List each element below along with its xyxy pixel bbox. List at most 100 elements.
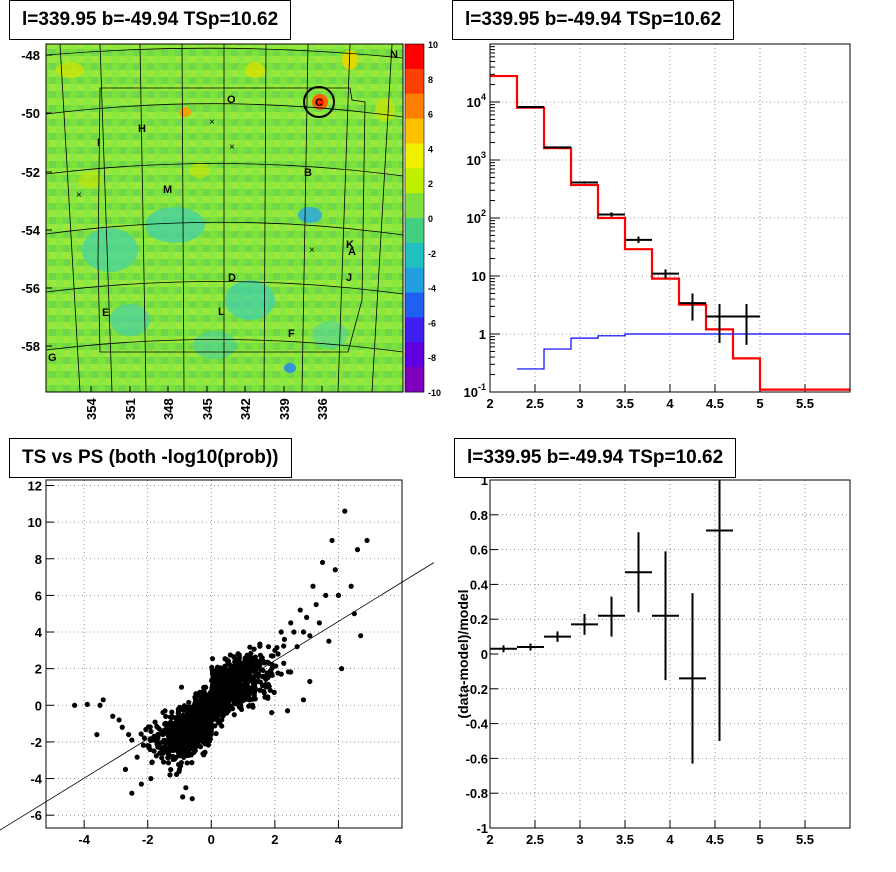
skymap-y-tick-label: -54 <box>21 223 41 238</box>
scatter-point <box>307 678 313 685</box>
colorbar-segment <box>405 143 424 169</box>
spectrum-x-tick-label: 2.5 <box>526 396 544 411</box>
region-label-g: G <box>48 352 57 364</box>
spectrum-x-tick-label: 3 <box>576 396 583 411</box>
scatter-y-tick-label: -2 <box>30 735 42 750</box>
scatter-point <box>149 759 155 766</box>
scatter-point <box>148 737 154 744</box>
spectrum-frame <box>489 43 851 393</box>
tick-exponent: -1 <box>478 382 486 392</box>
scatter-point <box>225 700 231 706</box>
scatter-point <box>281 660 287 666</box>
scatter-point <box>145 742 151 749</box>
scatter-point <box>181 738 187 744</box>
scatter-point <box>232 659 238 665</box>
data-point <box>544 146 571 149</box>
skymap-y-tick-label: -56 <box>21 281 40 296</box>
scatter-point <box>256 678 262 685</box>
scatter-y-tick-label: 8 <box>35 552 42 567</box>
colorbar-frame <box>404 43 425 393</box>
scatter-point <box>178 684 185 690</box>
scatter-y-tick-label: -6 <box>30 808 42 823</box>
scatter-point <box>215 678 221 684</box>
scatter-point <box>278 629 284 635</box>
scatter-x-tick-label: -4 <box>78 832 90 847</box>
scatter-point <box>278 671 284 677</box>
scatter-point <box>116 717 122 723</box>
spectrum-x-tick-label: 3.5 <box>616 396 634 411</box>
region-label-o: O <box>227 94 236 106</box>
scatter-point <box>354 547 361 553</box>
region-label-h: H <box>138 123 146 135</box>
scatter-point <box>183 743 189 749</box>
scatter-point <box>148 728 154 735</box>
region-label-k: K <box>346 239 354 251</box>
scatter-point <box>246 660 252 666</box>
tick-base: 10 <box>464 385 478 400</box>
scatter-y-tick-label: 10 <box>28 515 42 530</box>
scatter-point <box>273 663 279 669</box>
scatter-point <box>189 796 195 802</box>
scatter-point <box>175 710 181 716</box>
scatter-point <box>281 643 287 649</box>
residual-y-axis-label: (data-model)/model <box>455 589 471 718</box>
scatter-point <box>332 567 338 573</box>
tick-exponent: 3 <box>481 150 486 160</box>
skymap-x-tick-label: 339 <box>277 398 292 420</box>
scatter-point <box>97 702 103 708</box>
scatter-point <box>168 737 174 743</box>
scatter-point <box>269 710 275 716</box>
scatter-point <box>176 751 182 758</box>
scatter-x-tick-label: 2 <box>271 832 278 847</box>
scatter-point <box>204 694 210 701</box>
region-label-l: L <box>218 306 225 318</box>
scatter-point <box>162 708 168 714</box>
spectrum-y-tick-label: 10 <box>472 269 486 284</box>
residual-point <box>679 593 706 764</box>
scatter-point <box>191 716 197 722</box>
spectrum-x-tick-label: 5.5 <box>796 396 814 411</box>
scatter-point <box>255 672 261 678</box>
scatter-point <box>267 687 273 693</box>
colorbar-segment <box>405 68 424 95</box>
scatter-point <box>275 651 281 657</box>
tick-base: 10 <box>467 211 481 226</box>
scatter-point <box>230 668 236 674</box>
residual-y-tick-label: 0.4 <box>470 577 489 592</box>
scatter-point <box>72 702 78 708</box>
scatter-point <box>161 743 167 750</box>
residual-point <box>490 645 517 653</box>
colorbar-segment <box>405 267 424 294</box>
data-point <box>652 269 679 279</box>
data-point <box>625 236 652 244</box>
heatmap-warm-spots <box>56 50 395 188</box>
residual-x-tick-label: 4 <box>666 832 674 847</box>
scatter-point <box>268 653 274 659</box>
region-label-i: I <box>97 137 100 149</box>
colorbar-tick-label: -8 <box>428 353 436 363</box>
scatter-point <box>247 644 253 650</box>
scatter-point <box>184 760 190 766</box>
scatter-point <box>162 721 168 727</box>
scatter-point <box>110 713 116 719</box>
colorbar-tick-label: 0 <box>428 214 433 224</box>
scatter-point <box>216 709 223 715</box>
scatter-point <box>169 709 175 715</box>
scatter-point <box>210 685 216 691</box>
scatter-point <box>231 691 237 697</box>
svg-text:×: × <box>76 190 82 201</box>
residual-y-tick-label: 1 <box>481 473 488 488</box>
scatter-point <box>176 766 183 772</box>
scatter-points <box>72 508 370 802</box>
scatter-point <box>197 744 204 750</box>
colorbar-segment <box>405 93 424 120</box>
background-step-line <box>517 333 850 370</box>
scatter-point <box>323 592 329 598</box>
scatter-point <box>253 686 259 692</box>
tick-base: 10 <box>467 95 481 110</box>
colorbar-tick-label: 8 <box>428 75 433 85</box>
residual-y-tick-label: -0.8 <box>466 786 488 801</box>
scatter-point <box>138 731 144 737</box>
